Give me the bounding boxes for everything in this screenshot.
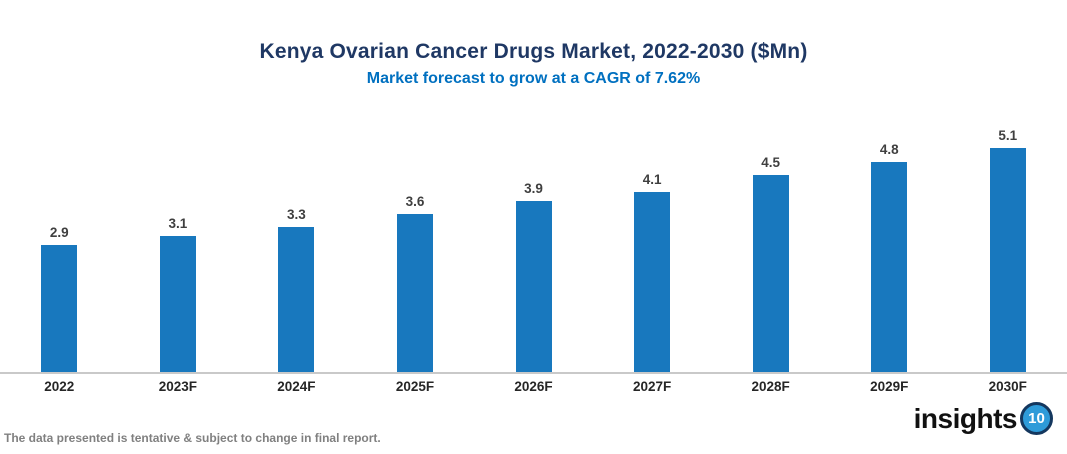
bar-column: 3.3 [237,207,356,372]
bar [989,148,1026,372]
bar-value-label: 3.3 [287,207,306,222]
x-axis-line [0,372,1067,374]
bar-value-label: 3.6 [405,194,425,209]
bar [159,236,196,372]
bar-column: 3.9 [474,181,593,372]
logo-badge-10: 10 [1020,402,1053,435]
x-tick-label: 2030F [988,379,1027,394]
bar [515,201,552,372]
plot-area: 2.9 3.1 3.3 3.6 3.9 4.1 4.5 4.8 5.1 [0,109,1067,372]
x-axis-labels: 2022 2023F 2024F 2025F 2026F 2027F 2028F 2029F 2… [0,379,1067,394]
bar-value-label: 4.8 [879,142,899,157]
x-tick-label: 2022 [44,379,75,394]
chart-subtitle: Market forecast to grow at a CAGR of 7.6… [366,70,701,87]
x-tick-label: 2025F [395,379,435,394]
bar-column: 3.6 [356,194,475,372]
x-tick-label: 2027F [632,379,672,394]
bar [752,175,789,372]
bar-column: 4.1 [593,172,712,372]
bar-value-label: 4.5 [761,155,781,170]
logo-text: insights [913,402,1018,434]
bar-column: 4.8 [830,142,949,372]
x-tick-label: 2029F [870,379,909,394]
x-tick-label: 2028F [751,379,790,394]
bar [278,227,315,372]
bar [396,214,433,372]
bar-column: 5.1 [949,128,1067,372]
bar-value-label: 4.1 [642,172,662,187]
bar [634,192,671,372]
bar [871,162,908,372]
bar-value-label: 5.1 [998,128,1018,143]
bar-column: 2.9 [0,225,119,372]
x-tick-label: 2026F [514,379,553,394]
bar-value-label: 3.1 [168,216,188,231]
footnote: The data presented is tentative & subjec… [4,431,381,445]
chart-title: Kenya Ovarian Cancer Drugs Market, 2022-… [259,40,808,63]
bar [41,245,78,372]
bar-column: 4.5 [711,155,830,372]
bar-value-label: 2.9 [49,225,69,240]
x-tick-label: 2024F [277,379,316,394]
insights10-logo: insights 10 [914,402,1053,435]
bar-column: 3.1 [119,216,238,372]
bar-value-label: 3.9 [524,181,543,196]
x-tick-label: 2023F [158,379,197,394]
